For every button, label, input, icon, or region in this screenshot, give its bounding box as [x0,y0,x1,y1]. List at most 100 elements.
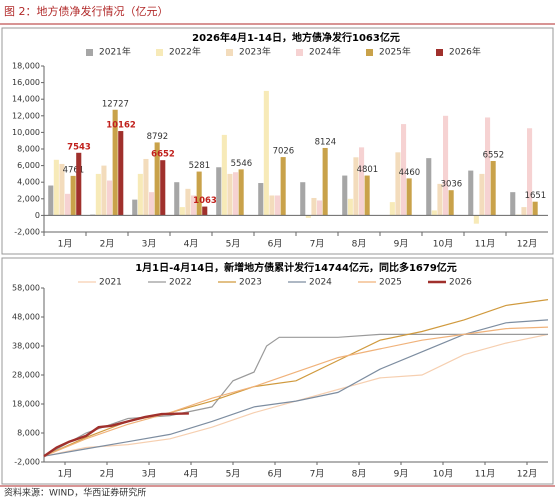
figure-title: 图 2：地方债净发行情况（亿元） [4,4,169,18]
x-tick-label: 7月 [310,469,325,480]
x-tick-label: 6月 [268,239,283,250]
x-tick-label: 12月 [517,239,537,250]
chart-title: 2026年4月1-14日，地方债净发行1063亿元 [192,31,400,44]
legend-label: 2026 [449,278,472,288]
legend-label: 2023 [239,278,262,288]
y-tick-label: 18,000 [12,400,40,409]
bar [191,195,197,216]
bar [443,115,449,216]
legend-swatch [86,49,93,56]
bar [305,215,311,218]
x-tick-label: 8月 [352,239,367,250]
bar [95,173,101,216]
x-tick-label: 12月 [517,469,537,480]
bar [70,175,76,216]
data-label: 8124 [315,137,337,147]
bar [65,193,71,216]
x-tick-label: 1月 [58,469,73,480]
bar [53,159,59,216]
source: 资料来源：WIND，华西证券研究所 [4,487,146,499]
chart-title: 1月1日-4月14日，新增地方债累计发行14744亿元，同比多1679亿元 [135,261,457,274]
y-tick-label: 2,000 [17,194,40,203]
bar [227,173,233,216]
panel-top [1,27,554,255]
bar [238,169,244,216]
bar [468,170,474,216]
bar [280,157,286,216]
y-tick-label: 8,000 [17,145,40,154]
data-label: 7026 [273,147,295,157]
data-label: 6552 [483,151,505,161]
bar [263,90,269,216]
data-label: 7543 [67,142,91,152]
data-label: 1651 [525,191,547,201]
x-tick-label: 9月 [394,469,409,480]
data-label: 1063 [193,196,217,206]
bar [510,192,516,216]
bar [347,198,353,216]
bar [317,200,323,216]
y-tick-label: 28,000 [12,371,40,380]
data-label: 5281 [189,161,211,171]
x-tick-label: 2月 [100,469,115,480]
bar [527,128,533,216]
y-tick-label: 16,000 [12,78,40,87]
x-tick-label: 4月 [184,469,199,480]
bar [401,124,407,216]
bar [437,183,443,216]
x-tick-label: 10月 [433,469,453,480]
bar [521,207,527,216]
y-tick-label: 12,000 [12,111,40,120]
bar [490,161,496,216]
bar [118,131,124,216]
y-tick-label: 18,000 [12,62,40,71]
data-label: 4801 [357,165,379,175]
y-tick-label: 6,000 [17,161,40,170]
bar [322,147,328,216]
data-label: 12727 [102,99,129,109]
bar [311,197,317,216]
line [43,326,549,457]
y-tick-label: 0 [35,211,40,220]
bar [143,158,149,216]
bar [48,185,54,216]
data-label: 4761 [63,165,85,175]
legend-swatch [436,49,443,56]
bar [275,195,281,216]
x-tick-label: 11月 [475,239,495,250]
legend-swatch [366,49,373,56]
bar [364,175,370,216]
bar [221,134,227,216]
bar [59,163,65,216]
bar [216,167,222,216]
y-tick-label: -2,000 [14,228,40,237]
data-label: 4460 [399,168,421,178]
bar [160,160,166,216]
y-tick-label: 58,000 [12,284,40,293]
x-tick-label: 1月 [58,239,73,250]
x-tick-label: 9月 [394,239,409,250]
legend-label: 2022年 [169,46,201,58]
bar [112,109,118,216]
data-label: 8792 [147,132,169,142]
bar [485,117,491,216]
bar [154,142,160,216]
y-tick-label: 48,000 [12,313,40,322]
bar [137,173,143,216]
panel-bottom [1,257,554,485]
legend-swatch [226,49,233,56]
y-tick-label: 10,000 [12,128,40,137]
legend-label: 2022 [169,278,192,288]
bar [179,207,185,216]
legend-swatch [296,49,303,56]
bar [196,171,202,216]
bar [353,157,359,216]
data-label: 10162 [106,121,136,131]
bar [269,195,275,216]
data-label: 5546 [231,159,253,169]
bar [342,175,348,216]
bar [101,165,107,216]
bar [473,215,479,224]
